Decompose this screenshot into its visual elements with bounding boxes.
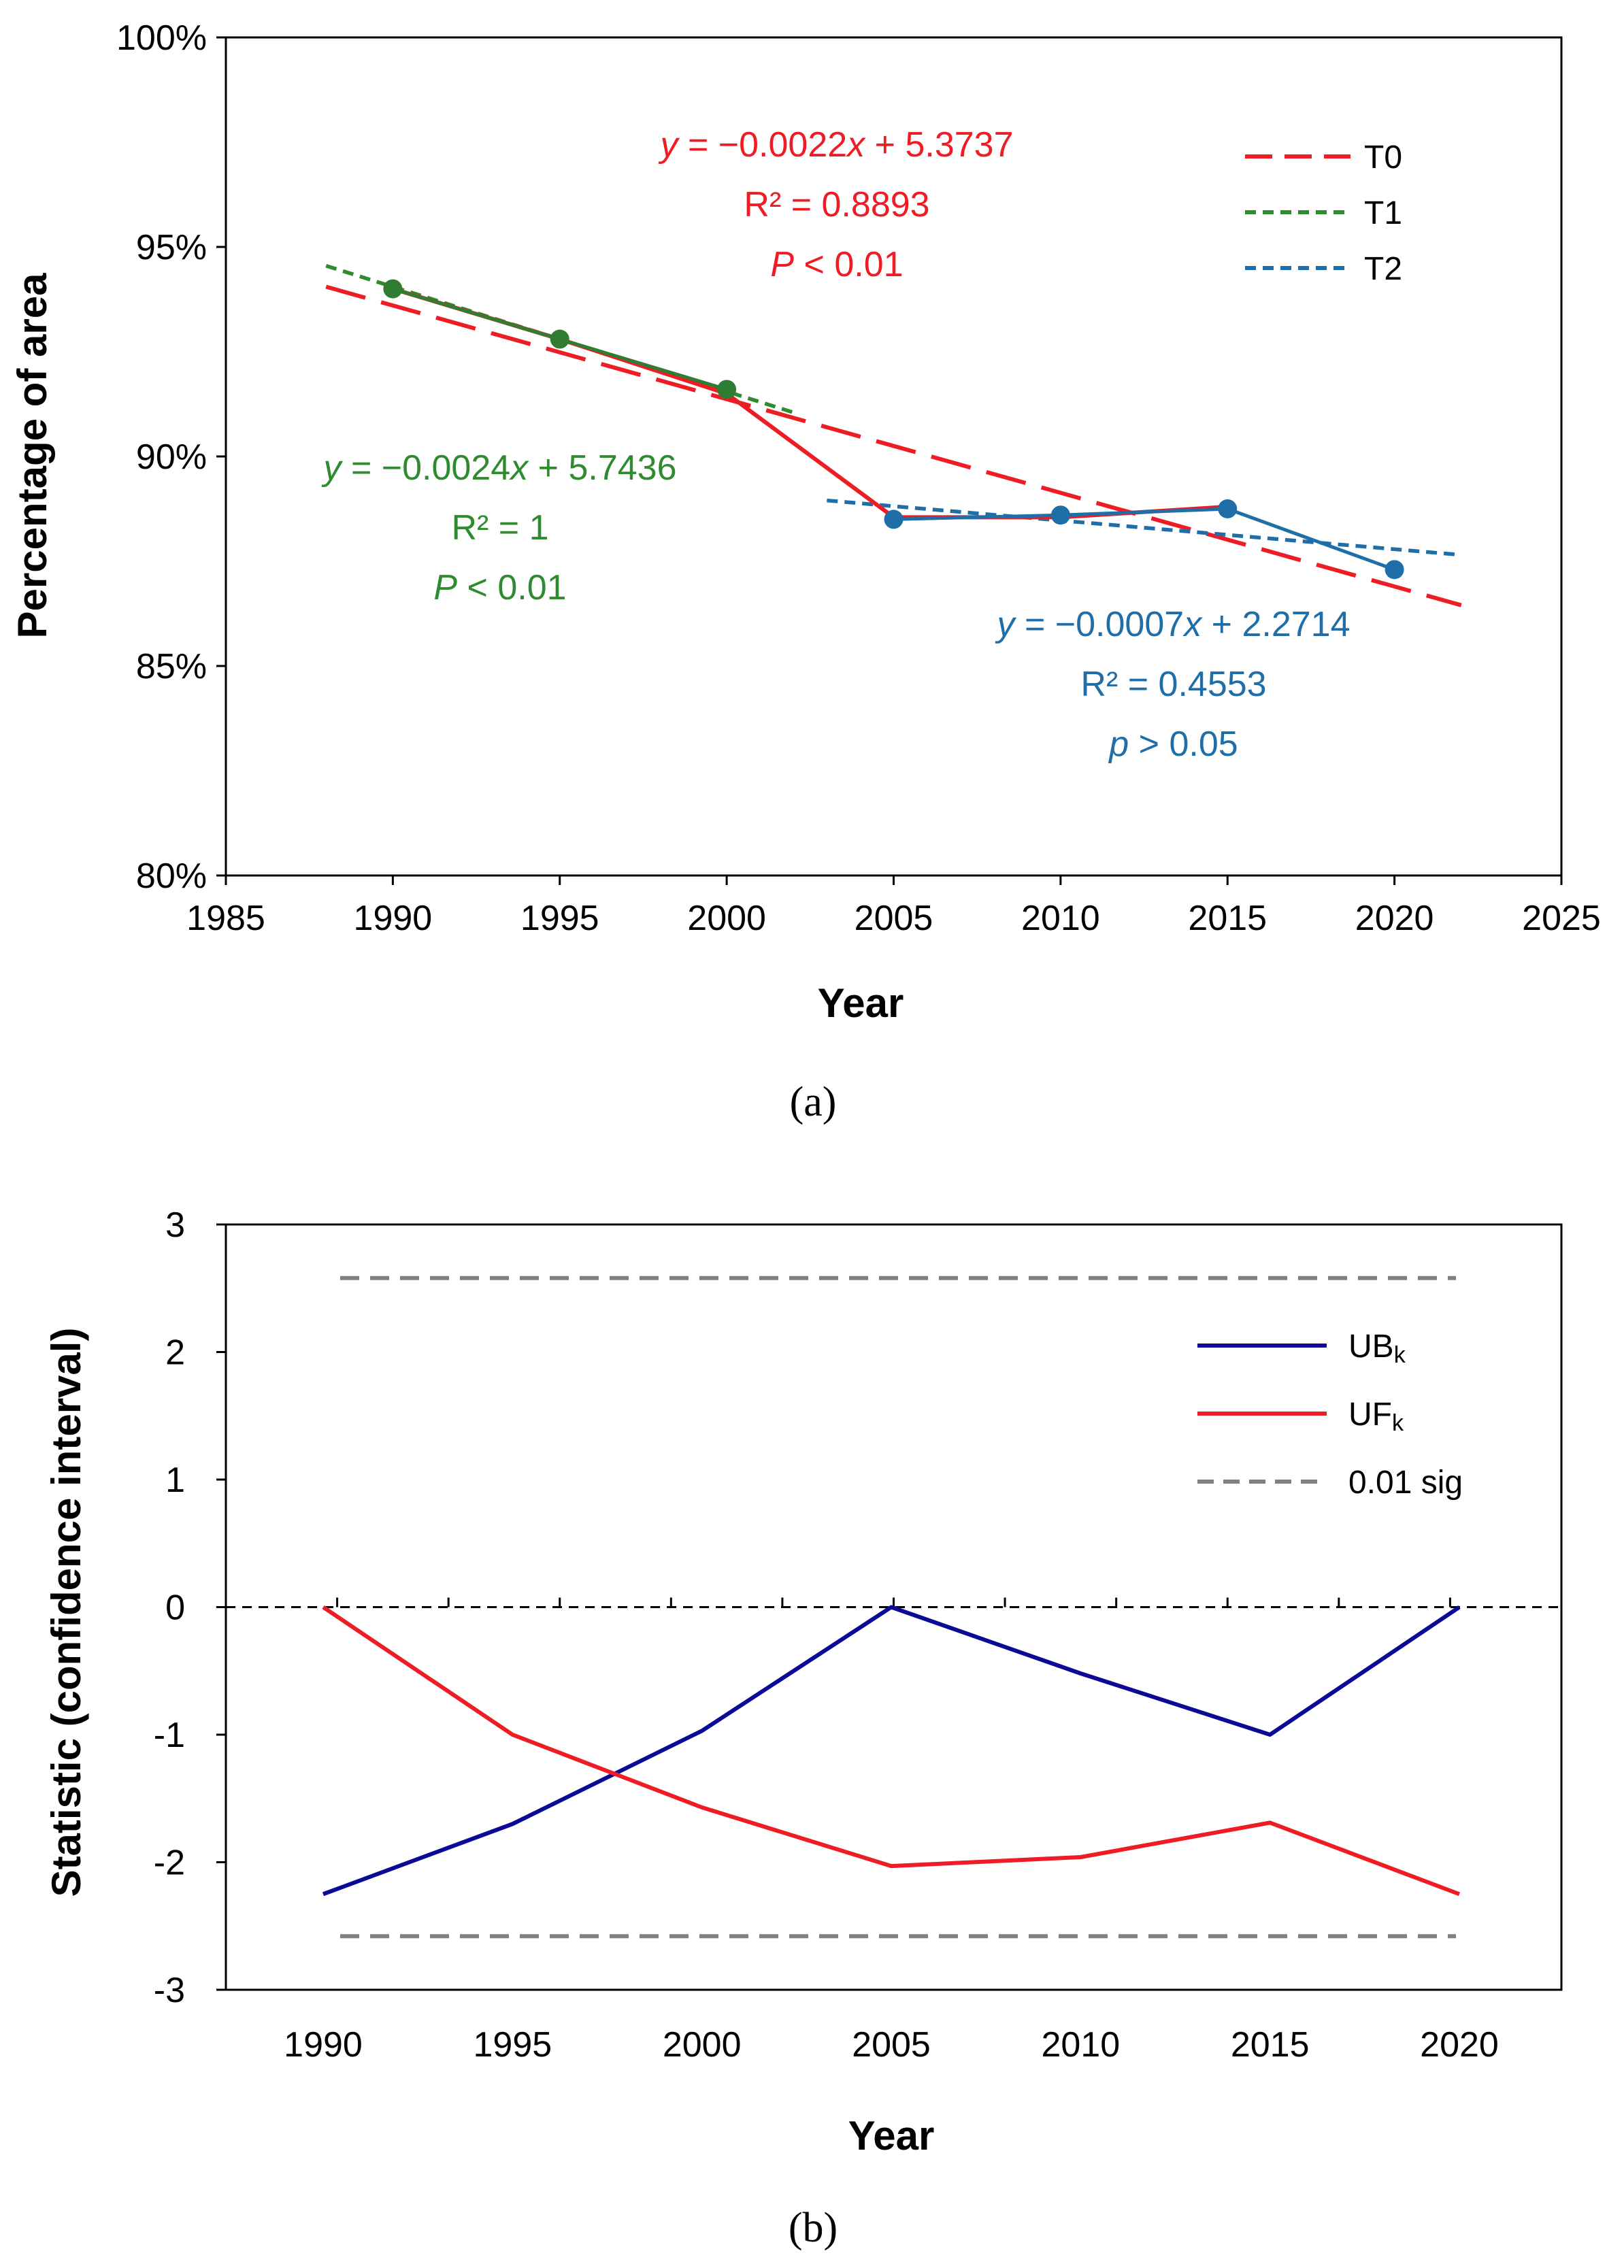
y-tick-labels-b: -3 -2 -1 0 1 2 3 <box>154 1205 226 2010</box>
y-tick-labels-a: 80% 85% 90% 95% 100% <box>116 18 226 896</box>
panel-label-b: (b) <box>789 2205 838 2251</box>
legend-a: T0 T1 T2 <box>1245 139 1402 287</box>
x-tick-label-b: 2010 <box>1041 2025 1120 2065</box>
legend-label-UB: UBk <box>1348 1329 1406 1368</box>
x-tick-label-a: 2000 <box>687 899 766 938</box>
x-tick-label-a: 1990 <box>354 899 433 938</box>
p-value-T0: P < 0.01 <box>770 245 903 284</box>
legend-label-T2: T2 <box>1364 251 1402 287</box>
y-tick-label-a: 85% <box>136 647 207 686</box>
equations-a: y = −0.0022x + 5.3737 R² = 0.8893 P < 0.01… <box>322 125 1350 764</box>
y-tick-label-b: -1 <box>154 1716 185 1755</box>
legend-label-UF: UFk <box>1348 1397 1404 1436</box>
trendlines-a <box>325 264 1462 607</box>
x-tick-label-a: 1985 <box>186 899 265 938</box>
legend-label-0.01-sig: 0.01 sig <box>1348 1465 1463 1501</box>
trendline-T0 <box>325 284 1462 607</box>
legend-label-T1: T1 <box>1364 195 1402 231</box>
y-tick-label-b: 0 <box>165 1588 185 1628</box>
x-axis-title-b: Year <box>848 2113 935 2158</box>
data-point-observed-early <box>717 380 737 399</box>
y-tick-label-a: 95% <box>136 228 207 267</box>
x-tick-label-a: 2005 <box>855 899 933 938</box>
data-point-observed-late <box>884 510 904 529</box>
legend-label-T0: T0 <box>1364 139 1402 176</box>
x-tick-label-a: 2020 <box>1355 899 1434 938</box>
data-point-observed-early <box>550 329 569 349</box>
data-point-observed-late <box>1218 499 1238 518</box>
series-points-a <box>383 279 1404 580</box>
reference-lines-b <box>226 1275 1561 1939</box>
series-line-UF <box>322 1605 1461 1897</box>
p-value-T1: P < 0.01 <box>433 568 566 607</box>
y-tick-label-a: 100% <box>116 18 207 58</box>
y-tick-label-a: 80% <box>136 856 207 896</box>
y-tick-label-b: 2 <box>165 1333 185 1373</box>
x-tick-label-a: 2015 <box>1188 899 1267 938</box>
r-squared-T2: R² = 0.4553 <box>1080 665 1266 704</box>
x-tick-label-b: 2005 <box>852 2025 931 2065</box>
series-lines-b <box>322 1605 1461 1897</box>
y-axis-title-b: Statistic (confidence interval) <box>44 1328 89 1897</box>
p-value-T2: p > 0.05 <box>1108 724 1238 764</box>
series-line-observed-late <box>893 507 1395 571</box>
x-tick-labels-a: 1985 1990 1995 2000 2005 2010 2015 2020 2025 <box>186 875 1601 938</box>
y-axis-title-a: Percentage of area <box>10 273 55 639</box>
x-tick-label-b: 2000 <box>663 2025 742 2065</box>
equation-T2: y = −0.0007x + 2.2714 <box>995 605 1350 644</box>
x-tick-label-a: 1995 <box>520 899 599 938</box>
y-tick-label-a: 90% <box>136 437 207 477</box>
x-tick-label-b: 1990 <box>284 2025 363 2065</box>
x-tick-label-b: 2015 <box>1231 2025 1310 2065</box>
x-tick-labels-b: 1990 1995 2000 2005 2010 2015 2020 <box>284 2025 1499 2065</box>
legend-b: UBk UFk 0.01 sig <box>1197 1329 1463 1501</box>
r-squared-T1: R² = 1 <box>451 508 548 548</box>
data-point-observed-late <box>1050 505 1070 525</box>
r-squared-T0: R² = 0.8893 <box>744 185 929 224</box>
x-tick-label-a: 2010 <box>1021 899 1100 938</box>
equation-T0: y = −0.0022x + 5.3737 <box>659 125 1014 165</box>
data-point-observed-early <box>383 279 403 299</box>
x-tick-label-b: 2020 <box>1420 2025 1499 2065</box>
equation-T1: y = −0.0024x + 5.7436 <box>322 448 677 488</box>
y-tick-label-b: 3 <box>165 1205 185 1245</box>
panel-a: 80% 85% 90% 95% 100% 1985 1990 1995 2000 2005 201… <box>10 18 1601 1125</box>
x-tick-label-a: 2025 <box>1522 899 1601 938</box>
x-axis-title-a: Year <box>818 980 904 1026</box>
x-tick-label-b: 1995 <box>473 2025 552 2065</box>
y-tick-label-b: -3 <box>154 1971 185 2010</box>
panel-label-a: (a) <box>790 1079 837 1125</box>
trendline-T2 <box>827 498 1462 557</box>
data-point-observed-late <box>1385 560 1404 580</box>
y-tick-label-b: -2 <box>154 1844 185 1883</box>
series-line-UB <box>322 1605 1461 1897</box>
y-tick-label-b: 1 <box>165 1461 185 1500</box>
